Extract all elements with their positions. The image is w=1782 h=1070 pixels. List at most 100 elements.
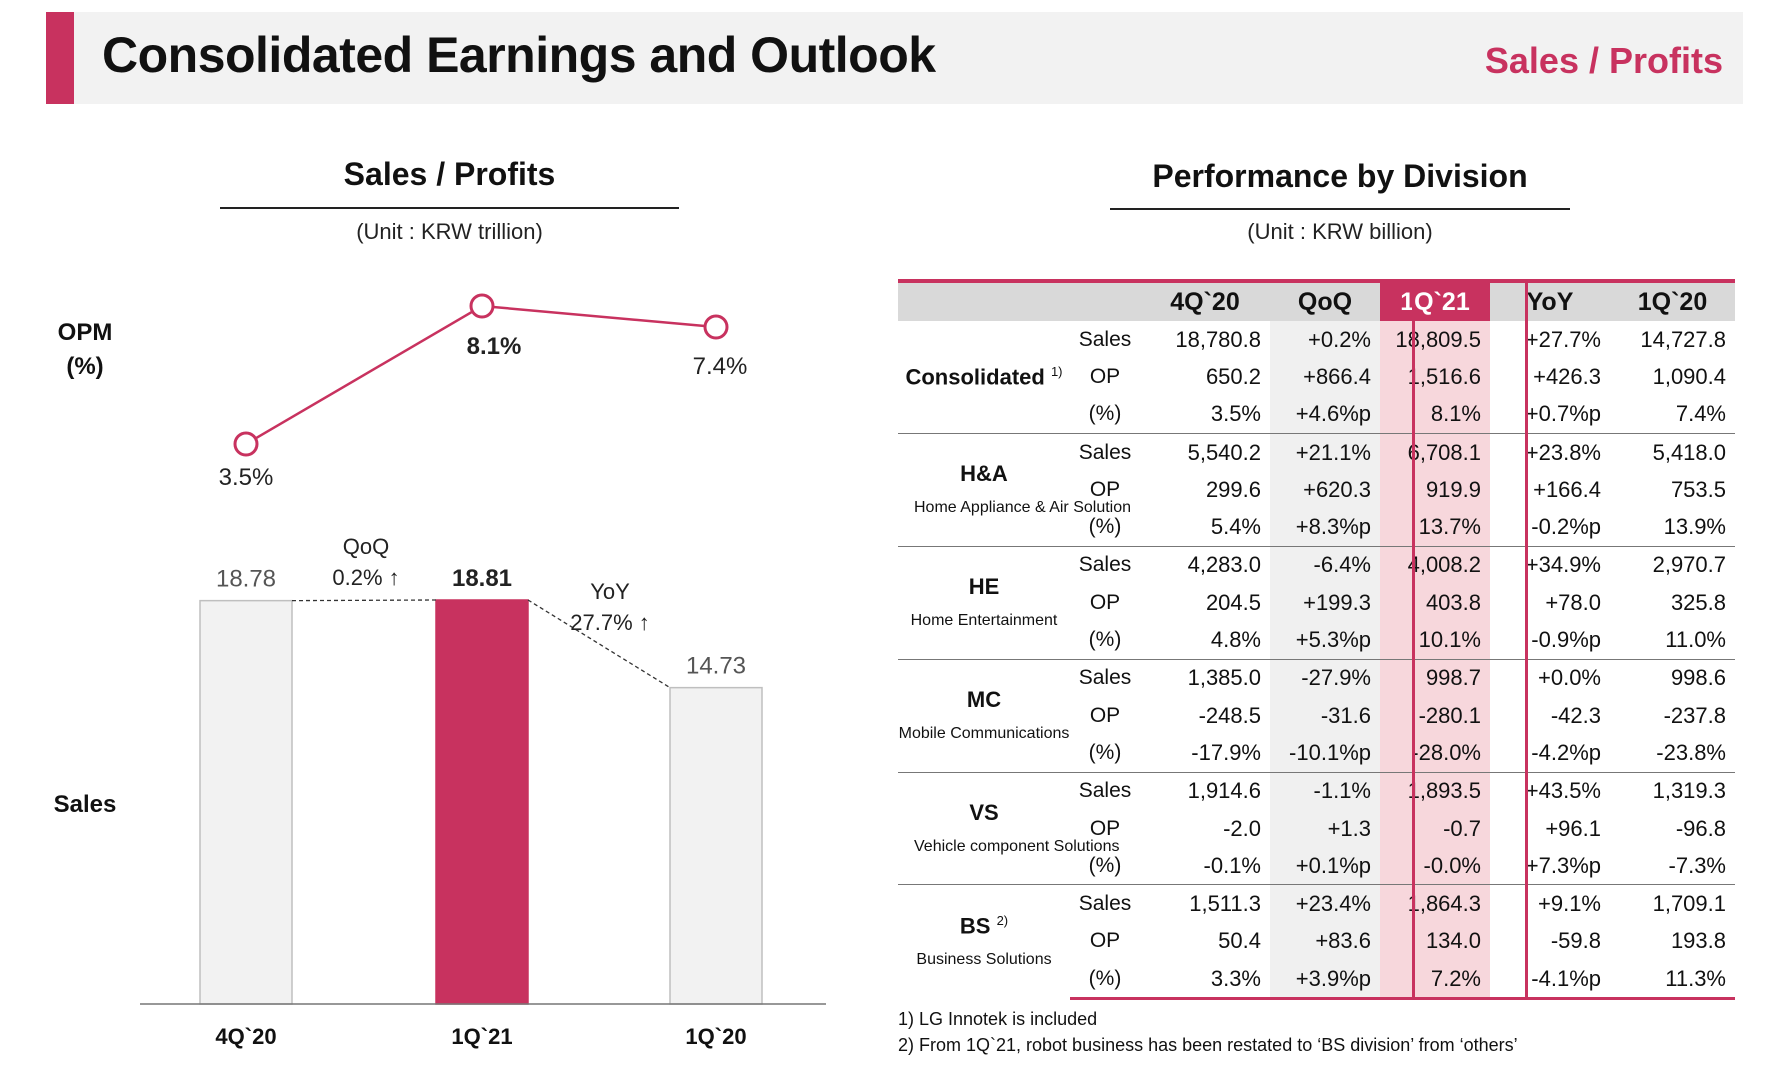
table-row: VS Vehicle component Solutions Sales 1,914.… (898, 771, 1735, 885)
table-row: (%) 3.3% +3.9%p 7.2% -4.1%p 11.3% (898, 960, 1735, 1001)
division-name-text: Consolidated (905, 364, 1045, 390)
opm-point (469, 293, 495, 319)
table-cell: +620.3 (1270, 471, 1380, 509)
qoq-label: QoQ (343, 534, 389, 559)
table-cell: 50.4 (1218, 928, 1261, 954)
table-cell: +5.3%p (1270, 621, 1380, 660)
metric-label: OP (1089, 590, 1121, 614)
table-cell: 4,008.2 (1380, 545, 1490, 585)
table-cell: -42.3 (1550, 702, 1601, 728)
table-cell: 299.6 (1205, 476, 1261, 502)
table-cell: -10.1%p (1270, 734, 1380, 773)
table-cell: +83.6 (1270, 922, 1380, 961)
table-cell: -2.0 (1223, 815, 1261, 841)
table-cell: 1,385.0 (1140, 658, 1270, 697)
table-cell: +426.3 (1533, 363, 1601, 389)
table-cell: 1,516.6 (1380, 358, 1490, 396)
right-title-rule (1110, 208, 1570, 210)
opm-line-chart: 3.5% 8.1% 7.4% (219, 293, 747, 491)
division-subtitle: Home Appliance & Air Solution (914, 498, 1132, 516)
table-header-row: 4Q`20 QoQ 1Q`21 YoY 1Q`20 (898, 281, 1735, 321)
table-cell: 4.8% (1210, 627, 1261, 653)
table-cell: 11.3% (1610, 960, 1735, 1001)
col-header: 4Q`20 (1140, 281, 1270, 321)
metric-label: (%) (1070, 960, 1140, 1001)
header-blank (898, 281, 1070, 321)
table-cell: -248.5 (1198, 702, 1261, 728)
table-cell: -0.1% (1203, 852, 1261, 878)
section-label: Sales / Profits (1484, 40, 1723, 81)
division-name: H&A (898, 461, 1070, 487)
table-cell: +0.0% (1490, 658, 1610, 697)
table-cell: -0.0% (1380, 847, 1490, 885)
table-cell: 403.8 (1380, 584, 1490, 622)
table-cell: 3.3% (1140, 960, 1270, 1001)
left-title-rule (220, 207, 679, 209)
yoy-label: YoY (590, 579, 630, 604)
division-name: HE (898, 574, 1070, 600)
table-cell: +199.3 (1270, 584, 1380, 622)
table-cell: 998.7 (1380, 658, 1490, 697)
table-cell: -27.9% (1270, 658, 1380, 697)
division-subtitle: Business Solutions (916, 951, 1052, 969)
table-cell: +0.1%p (1270, 847, 1380, 885)
table-cell: 18,780.8 (1175, 326, 1261, 352)
page-title: Consolidated Earnings and Outlook (102, 27, 936, 83)
metric-label: (%) (1088, 628, 1122, 652)
table-cell: 919.9 (1380, 471, 1490, 509)
opm-value-label: 8.1% (467, 333, 522, 360)
bar-value-label: 14.73 (686, 653, 746, 680)
table-cell: -237.8 (1663, 702, 1726, 728)
table-cell: +27.7% (1525, 326, 1601, 352)
table-cell: +78.0 (1545, 589, 1601, 615)
table-cell: -4.1%p (1490, 960, 1610, 1001)
division-cell: H&A Home Appliance & Air Solution (898, 432, 1132, 547)
right-unit-label: (Unit : KRW billion) (1247, 219, 1433, 244)
table-cell: 5,418.0 (1610, 432, 1735, 472)
table-cell: 1,090.4 (1652, 363, 1726, 389)
sales-bar-chart: 18.78 4Q`20 18.81 1Q`21 14.73 1Q`20 (140, 565, 826, 1049)
metric-label: Sales (1070, 432, 1140, 472)
table-cell: 2,970.7 (1610, 545, 1735, 585)
header-bar: Consolidated Earnings and Outlook Sales … (46, 12, 1743, 104)
table-cell: -23.8% (1656, 739, 1726, 765)
table-cell: 204.5 (1205, 589, 1261, 615)
table-cell: +23.8% (1490, 432, 1610, 472)
table-cell: -59.8 (1550, 928, 1601, 954)
table-cell: +4.6%p (1270, 395, 1380, 434)
metric-label: (%) (1088, 740, 1122, 764)
metric-label: (%) (1088, 402, 1122, 426)
division-footnote-ref: 1) (1050, 363, 1063, 379)
division-cell: MC Mobile Communications (898, 658, 1070, 773)
table-cell: 998.6 (1610, 658, 1735, 697)
table-row: BS 2) Business Solutions Sales 1,511.3 +23.4… (898, 884, 1735, 999)
table-cell: -0.2%p (1531, 514, 1601, 540)
division-name-text: MC (966, 686, 1002, 712)
table-cell: 1,709.1 (1610, 884, 1735, 923)
metric-label: Sales (1070, 545, 1140, 585)
yoy-value: 27.7% ↑ (570, 610, 650, 635)
metric-label: (%) (1088, 853, 1122, 877)
x-axis-tick-label: 4Q`20 (215, 1024, 276, 1049)
qoq-connector (291, 599, 437, 602)
metric-label: OP (1089, 929, 1121, 953)
table-cell: +7.3%p (1525, 852, 1601, 878)
table-row: OP -248.5 -31.6 -280.1 -42.3 -237.8 (898, 696, 1735, 735)
table-cell: 1,914.6 (1140, 771, 1270, 810)
table-cell: +34.9% (1490, 545, 1610, 585)
sales-bar (669, 686, 763, 1005)
metric-label: Sales (1070, 771, 1140, 810)
division-name-text: BS (959, 913, 991, 939)
table-cell: +166.4 (1533, 476, 1601, 502)
opm-point (703, 314, 729, 340)
chart-annotations: QoQ 0.2% ↑ YoY 27.7% ↑ (332, 534, 649, 635)
table-cell: -0.9%p (1531, 627, 1601, 653)
table-cell: -17.9% (1191, 739, 1261, 765)
table-cell: +23.4% (1270, 884, 1380, 923)
table-cell: +0.7%p (1525, 401, 1601, 427)
table-cell: 1,864.3 (1380, 884, 1490, 923)
opm-series-line (245, 304, 717, 446)
table-cell: +8.3%p (1270, 508, 1380, 547)
table-cell: 13.7% (1380, 508, 1490, 547)
table-row: (%) 3.5% +4.6%p 8.1% +0.7%p 7.4% (898, 395, 1735, 434)
